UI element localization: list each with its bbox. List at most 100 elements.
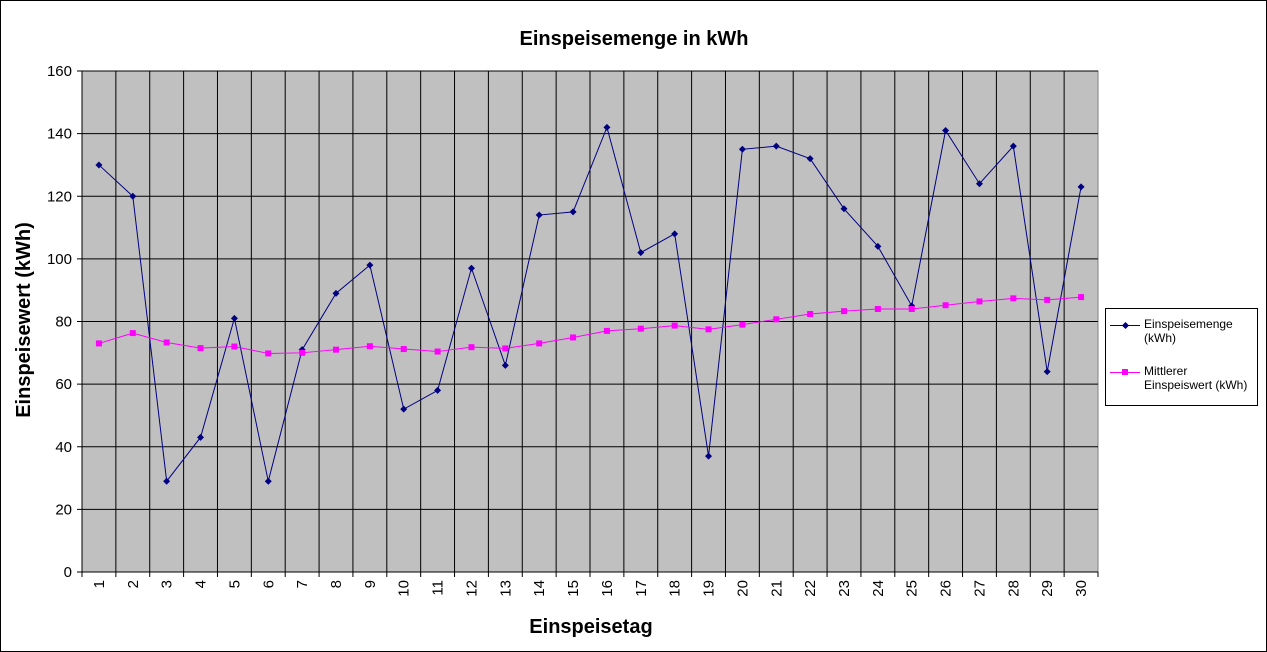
y-tick-label: 20: [55, 501, 72, 518]
data-point: [197, 345, 204, 352]
x-tick-label: 27: [971, 580, 988, 597]
x-tick-label: 26: [938, 580, 955, 597]
legend-item-mittlerer-einspeiswert: Mittlerer Einspeiswert (kWh): [1110, 364, 1255, 398]
data-point: [501, 361, 509, 369]
data-point: [976, 298, 983, 305]
data-point: [467, 264, 475, 272]
data-point: [1043, 368, 1051, 376]
data-point: [400, 405, 408, 413]
data-point: [231, 343, 238, 350]
y-tick-label: 80: [55, 314, 72, 331]
series-layer: [95, 123, 1085, 485]
series-line: [98, 296, 1082, 354]
x-tick-label: 23: [836, 580, 853, 597]
data-point: [95, 161, 103, 169]
data-point: [840, 205, 848, 213]
x-tick-label: 7: [294, 580, 311, 588]
y-axis-ticks: 0 20 40 60 80 100 120 140 160: [47, 63, 82, 581]
y-tick-label: 160: [47, 63, 72, 80]
data-point: [264, 477, 272, 485]
x-tick-label: 20: [734, 580, 751, 597]
data-point: [739, 321, 746, 328]
x-tick-label: 28: [1005, 580, 1022, 597]
chart-title: Einspeisemenge in kWh: [520, 28, 749, 50]
legend-label-line1: Einspeisemenge: [1144, 317, 1233, 331]
data-point: [772, 142, 780, 150]
data-point: [637, 325, 644, 332]
x-tick-label: 30: [1073, 580, 1090, 597]
x-axis-title: Einspeisetag: [529, 616, 652, 638]
data-point: [942, 126, 950, 134]
series-einspeisemenge: [95, 123, 1085, 485]
data-point: [671, 322, 678, 329]
data-point: [333, 346, 339, 353]
data-point: [1010, 295, 1017, 302]
data-point: [975, 180, 983, 188]
data-point: [332, 289, 340, 297]
data-point: [434, 386, 442, 394]
square-marker-icon: [1122, 369, 1128, 375]
data-point: [874, 242, 882, 250]
data-point: [434, 348, 441, 355]
data-point: [603, 123, 611, 131]
x-tick-label: 11: [430, 580, 447, 596]
x-tick-label: 21: [768, 580, 785, 597]
data-point: [1044, 296, 1051, 303]
x-tick-label: 18: [667, 580, 684, 597]
y-axis-title: Einspeisewert (kWh): [13, 222, 35, 418]
x-tick-label: 25: [904, 580, 921, 597]
x-tick-label: 13: [497, 580, 514, 597]
data-point: [197, 433, 205, 441]
data-point: [1078, 294, 1085, 301]
x-tick-label: 1: [91, 580, 108, 588]
data-point: [366, 261, 374, 269]
y-tick-label: 140: [47, 126, 72, 143]
x-tick-label: 19: [701, 580, 718, 597]
y-tick-label: 120: [47, 188, 72, 205]
data-point: [400, 346, 407, 353]
y-tick-label: 40: [55, 439, 72, 456]
x-axis-ticks: 1 2 3 4 5 6 7 8 9 10 11 12 13 14 15 16 17 18 19 20 21 22 23 24 2…: [81, 572, 1099, 597]
data-point: [773, 316, 780, 323]
data-point: [163, 339, 170, 346]
y-tick-label: 60: [55, 376, 72, 393]
legend-label-line2: Einspeiswert (kWh): [1144, 378, 1248, 392]
data-point: [705, 326, 712, 333]
data-point: [570, 334, 577, 341]
data-point: [705, 452, 713, 460]
data-point: [807, 310, 814, 317]
series-line: [98, 125, 1082, 483]
x-tick-label: 16: [599, 580, 616, 597]
data-point: [265, 350, 272, 357]
x-tick-label: 3: [159, 580, 176, 588]
x-tick-label: 14: [531, 580, 548, 597]
series-mittlerer-einspeiswert: [95, 294, 1085, 357]
gridlines: [82, 70, 1098, 573]
data-point: [908, 305, 915, 312]
diamond-marker-icon: [1121, 321, 1130, 330]
data-point: [95, 340, 102, 347]
legend-label-line1: Mittlerer: [1144, 364, 1188, 378]
data-point: [299, 349, 306, 356]
data-point: [1009, 142, 1017, 150]
legend-item-einspeisemenge: Einspeisemenge (kWh): [1110, 317, 1255, 351]
data-point: [603, 327, 610, 334]
data-point: [569, 208, 577, 216]
data-point: [502, 345, 509, 352]
data-point: [841, 308, 847, 315]
data-point: [806, 155, 814, 163]
data-point: [1077, 183, 1085, 191]
data-point: [738, 145, 746, 153]
x-tick-label: 10: [396, 580, 413, 597]
x-tick-label: 22: [802, 580, 819, 597]
legend-label-line2: (kWh): [1144, 331, 1176, 345]
data-point: [536, 340, 543, 347]
data-point: [874, 305, 881, 312]
data-point: [163, 477, 171, 485]
data-point: [637, 249, 645, 257]
x-tick-label: 24: [870, 580, 887, 597]
data-point: [535, 211, 543, 219]
data-point: [468, 344, 475, 351]
x-tick-label: 4: [193, 580, 210, 588]
